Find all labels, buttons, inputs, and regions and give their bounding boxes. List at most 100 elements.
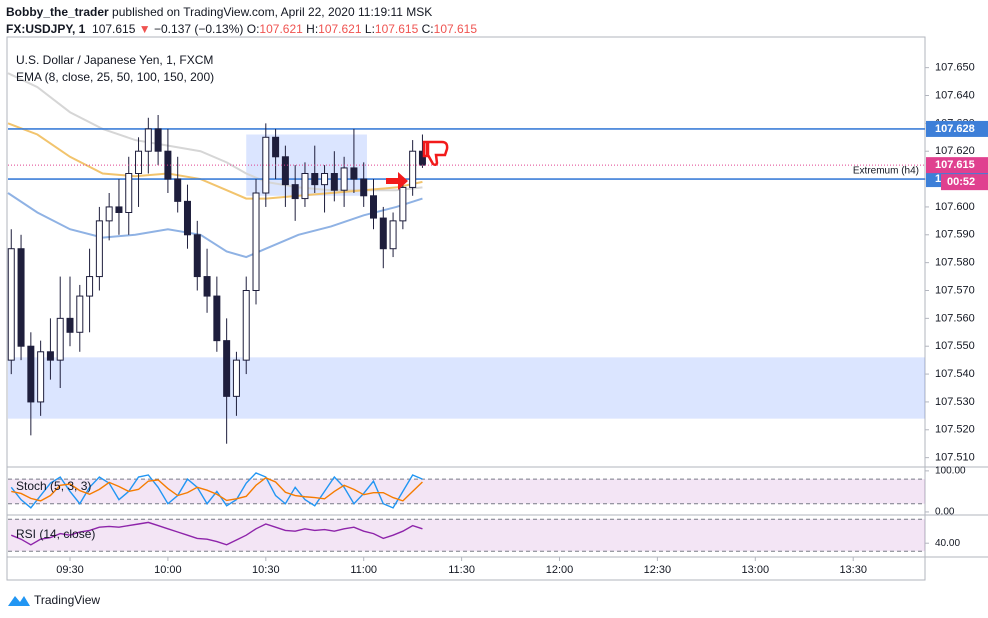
y-tick-label: 107.650 [935, 62, 975, 74]
y-tick-label: 100.00 [935, 466, 966, 477]
x-tick-label: 12:30 [644, 564, 672, 576]
y-tick-label: 107.510 [935, 452, 975, 464]
candle-body [183, 200, 191, 236]
candle-body [144, 128, 152, 152]
brand: TradingView [34, 593, 100, 607]
candle-body [399, 186, 407, 222]
candle-body [115, 206, 123, 214]
y-tick-label: 107.640 [935, 89, 975, 101]
candle-body [76, 295, 84, 333]
candle-body [409, 150, 417, 188]
arrow-drawing [386, 172, 408, 190]
candle-body [66, 317, 74, 333]
price-tag-label: 107.628 [935, 123, 975, 135]
candle-body [369, 195, 377, 219]
published: published on TradingView.com, April 22, … [112, 5, 433, 19]
y-tick-label: 107.540 [935, 368, 975, 380]
candle-body [232, 359, 240, 397]
candle-body [27, 345, 35, 403]
y-tick-label: 107.600 [935, 201, 975, 213]
indicator-line [11, 477, 423, 502]
candle-body [125, 173, 133, 213]
candle-body [7, 248, 15, 361]
candle-body [46, 351, 54, 361]
symbol: FX:USDJPY, 1 [6, 22, 86, 36]
thumb-drawing [422, 140, 449, 167]
candle-body [321, 173, 329, 186]
y-tick-label: 107.550 [935, 340, 975, 352]
indicator-line [10, 521, 423, 546]
candle-body [340, 167, 348, 191]
ohlc-key: O: [246, 22, 260, 36]
chart-title: U.S. Dollar / Japanese Yen, 1, FXCM [16, 53, 213, 67]
candle-body [379, 217, 387, 250]
candle-body [252, 192, 260, 291]
arrow: ▼ [138, 22, 151, 36]
countdown: 00:52 [947, 176, 975, 188]
candle-body [223, 340, 231, 397]
candle-body [17, 248, 25, 347]
x-tick-label: 11:00 [350, 564, 377, 576]
candle-body [291, 184, 299, 200]
candle-body [154, 128, 162, 152]
indicator-line [10, 472, 423, 509]
y-tick-label: 107.530 [935, 396, 975, 408]
x-tick-label: 10:30 [252, 564, 280, 576]
ohlc-key: L: [364, 22, 375, 36]
candle-body [203, 276, 211, 297]
y-tick-label: 40.00 [935, 538, 960, 549]
candle-body [360, 178, 368, 197]
candle-body [301, 173, 309, 200]
y-tick-label: 0.00 [935, 507, 955, 518]
x-tick-label: 13:30 [839, 564, 867, 576]
logo-icon [8, 596, 30, 606]
ohlc-value: 107.621 [259, 22, 303, 36]
candle-body [105, 206, 113, 222]
y-tick-label: 107.520 [935, 424, 975, 436]
y-tick-label: 107.590 [935, 229, 975, 241]
symbol-line: FX:USDJPY, 1 107.615 ▼ −0.137 (−0.13%) O… [6, 21, 477, 38]
author: Bobby_the_trader [6, 5, 109, 19]
candle-body [262, 136, 270, 194]
price-tag [926, 157, 988, 174]
indicator-label: Stoch (5, 3, 3) [16, 479, 91, 493]
price-tag-label: 107.615 [935, 159, 975, 171]
ohlc-value: 107.621 [318, 22, 362, 36]
x-tick-label: 10:00 [154, 564, 182, 576]
x-tick-label: 11:30 [448, 564, 475, 576]
annotation: Extremum (h4) [853, 166, 919, 177]
candle-body [174, 178, 182, 202]
price-tag [926, 120, 988, 137]
ohlc-value: 107.615 [374, 22, 419, 36]
change: −0.137 (−0.13%) [154, 22, 244, 36]
candle-body [272, 136, 280, 158]
header: Bobby_the_trader published on TradingVie… [6, 4, 477, 38]
y-tick-label: 107.620 [935, 145, 975, 157]
last: 107.615 [92, 22, 136, 36]
candle-body [242, 290, 250, 361]
candle-body [37, 351, 45, 403]
x-tick-label: 13:00 [742, 564, 770, 576]
candle-body [86, 276, 94, 297]
ema-line [7, 122, 423, 200]
candle-body [135, 150, 143, 174]
ema-line [7, 192, 423, 259]
indicator-label: RSI (14, close) [16, 527, 95, 541]
candle-body [389, 220, 397, 250]
candle-body [330, 173, 338, 191]
x-tick-label: 09:30 [56, 564, 84, 576]
zone [8, 357, 925, 419]
candle-body [95, 220, 103, 278]
band [8, 519, 925, 552]
publish-line: Bobby_the_trader published on TradingVie… [6, 4, 477, 21]
ohlc-key: C: [421, 22, 434, 36]
candle-body [213, 295, 221, 342]
y-tick-label: 107.580 [935, 257, 975, 269]
ohlc-value: 107.615 [433, 22, 478, 36]
candle-body [281, 156, 289, 186]
candle-body [56, 317, 64, 361]
candle-body [311, 173, 319, 186]
y-tick-label: 107.570 [935, 284, 975, 296]
